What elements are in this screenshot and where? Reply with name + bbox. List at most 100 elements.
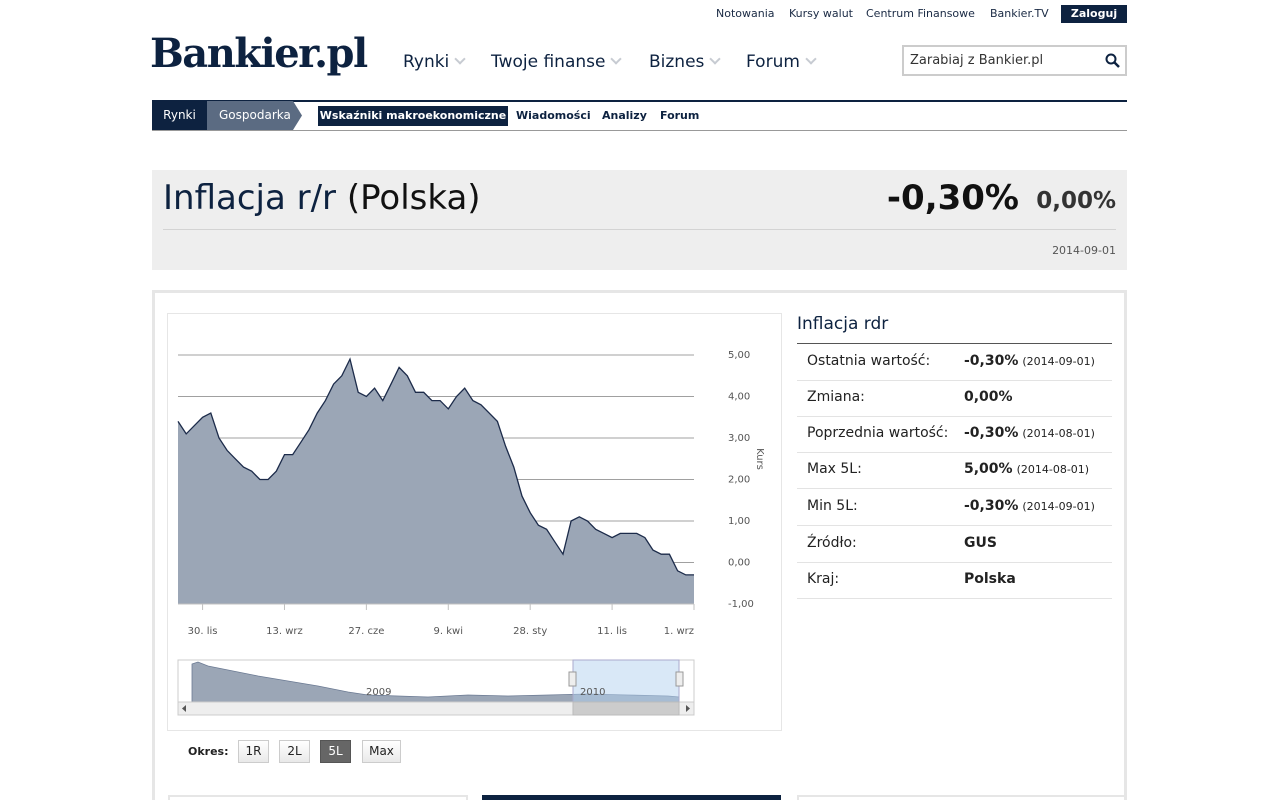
stat-date: (2014-08-01) (1016, 463, 1090, 476)
y-tick-label: 4,00 (728, 392, 750, 403)
stat-value: -0,30% (2014-09-01) (964, 353, 1095, 369)
stat-value: -0,30% (2014-08-01) (964, 425, 1095, 441)
title: Inflacja r/r (163, 178, 337, 218)
subnav-item[interactable]: Wiadomości (516, 109, 591, 122)
line (177, 357, 694, 576)
subnav-rule (152, 130, 1127, 131)
area (178, 359, 694, 604)
top-link[interactable]: Bankier.TV (990, 7, 1049, 20)
stat-label: Max 5L: (807, 461, 862, 477)
stat-row: Ostatnia wartość: -0,30% (2014-09-01) (797, 344, 1112, 381)
top-link[interactable]: Centrum Finansowe (866, 7, 975, 20)
logo[interactable]: Bankier.pl (150, 30, 368, 77)
y-tick-label: 3,00 (728, 433, 750, 444)
stats-title: Inflacja rdr (797, 314, 889, 334)
y-tick-label: 5,00 (728, 350, 750, 361)
search-placeholder: Zarabiaj z Bankier.pl (910, 53, 1044, 68)
x-tick-label: 1. wrz (664, 626, 694, 637)
navigator-label: 2010 (580, 687, 605, 698)
stat-row: Min 5L: -0,30% (2014-09-01) (797, 489, 1112, 526)
headline-title: Inflacja r/r (Polska) (163, 178, 481, 218)
y-tick-label: -1,00 (728, 599, 754, 610)
stat-value: 0,00% (964, 389, 1013, 405)
x-tick-label: 27. cze (348, 626, 384, 637)
stat-label: Min 5L: (807, 498, 858, 514)
y-tick-label: 1,00 (728, 516, 750, 527)
period-button[interactable]: 1R (238, 740, 269, 763)
nav-item[interactable]: Twoje finanse (491, 52, 620, 72)
subnav-item[interactable]: Analizy (602, 109, 647, 122)
stat-date: (2014-08-01) (1022, 427, 1095, 440)
search-box[interactable]: Zarabiaj z Bankier.pl (902, 45, 1127, 76)
stat-value: -0,30% (2014-09-01) (964, 498, 1095, 514)
scroll-arrow (182, 705, 186, 712)
stat-row: Poprzednia wartość: -0,30% (2014-08-01) (797, 416, 1112, 453)
period-label: Okres: (188, 745, 229, 758)
title-suffix: (Polska) (346, 178, 481, 218)
bottom-box (168, 795, 468, 800)
stat-date: (2014-09-01) (1022, 500, 1095, 513)
stat-label: Poprzednia wartość: (807, 425, 949, 441)
nav-item[interactable]: Forum (746, 52, 815, 72)
stat-value: Polska (964, 571, 1016, 587)
stat-row: Zmiana: 0,00% (797, 380, 1112, 417)
breadcrumb-arrow (293, 101, 302, 130)
headline-box: Inflacja r/r (Polska) -0,30% 0,00% 2014-… (152, 170, 1127, 270)
navigator-handle (568, 671, 577, 687)
subnav-item[interactable]: Forum (660, 109, 700, 122)
subnav-item[interactable]: Wskaźniki makroekonomiczne (318, 106, 508, 126)
value: 0,00% (964, 389, 1013, 405)
x-tick-label: 28. sty (513, 626, 547, 637)
breadcrumb[interactable]: Gospodarka (207, 101, 293, 130)
headline-change: 0,00% (1036, 188, 1116, 214)
value: -0,30% (964, 353, 1019, 369)
period-button[interactable]: Max (362, 740, 401, 763)
top-link[interactable]: Kursy walut (789, 7, 853, 20)
nav-item[interactable]: Rynki (403, 52, 464, 72)
stat-value: GUS (964, 535, 997, 551)
headline-date: 2014-09-01 (1052, 244, 1116, 257)
y-axis-title: Kurs (754, 448, 765, 470)
scrollbar (177, 701, 695, 716)
bottom-box (797, 795, 1127, 800)
stat-row: Źródło: GUS (797, 526, 1112, 563)
main-box (152, 290, 1127, 800)
value: Polska (964, 571, 1016, 587)
stat-date: (2014-09-01) (1022, 355, 1095, 368)
value: -0,30% (964, 498, 1019, 514)
x-tick-label: 13. wrz (266, 626, 303, 637)
x-tick-label: 11. lis (597, 626, 627, 637)
y-tick-label: 0,00 (728, 558, 750, 569)
x-tick-label: 9. kwi (434, 626, 463, 637)
chart: -1,00 0,00 1,00 2,00 3,00 4,00 5,00 Kurs 30. lis… (167, 313, 782, 731)
headline-rule (163, 229, 1116, 230)
scroll-arrow (686, 705, 690, 712)
stat-label: Zmiana: (807, 389, 865, 405)
stat-label: Ostatnia wartość: (807, 353, 931, 369)
navigator: 2009 2010 (177, 659, 695, 716)
navigator-label: 2009 (366, 687, 391, 698)
headline-value: -0,30% (886, 178, 1019, 218)
value: -0,30% (964, 425, 1019, 441)
breadcrumb[interactable]: Rynki (152, 101, 207, 130)
period-button[interactable]: 5L (320, 740, 351, 763)
top-link[interactable]: Notowania (716, 7, 775, 20)
stat-row: Kraj: Polska (797, 562, 1112, 599)
stats-rule (797, 343, 1112, 344)
stat-value: 5,00% (2014-08-01) (964, 461, 1089, 477)
login-button[interactable]: Zaloguj się (1061, 5, 1127, 37)
period-button[interactable]: 2L (279, 740, 310, 763)
x-tick-label: 30. lis (188, 626, 218, 637)
value: 5,00% (964, 461, 1013, 477)
navigator-handle (675, 671, 684, 687)
stat-row: Max 5L: 5,00% (2014-08-01) (797, 452, 1112, 489)
nav-item[interactable]: Biznes (649, 52, 719, 72)
bottom-box (482, 795, 781, 800)
stat-label: Kraj: (807, 571, 840, 587)
value: GUS (964, 535, 997, 551)
stat-label: Źródło: (807, 535, 857, 551)
scrollbar-thumb (572, 701, 680, 716)
search-icon[interactable] (1105, 53, 1121, 69)
header-rule (152, 100, 1127, 102)
